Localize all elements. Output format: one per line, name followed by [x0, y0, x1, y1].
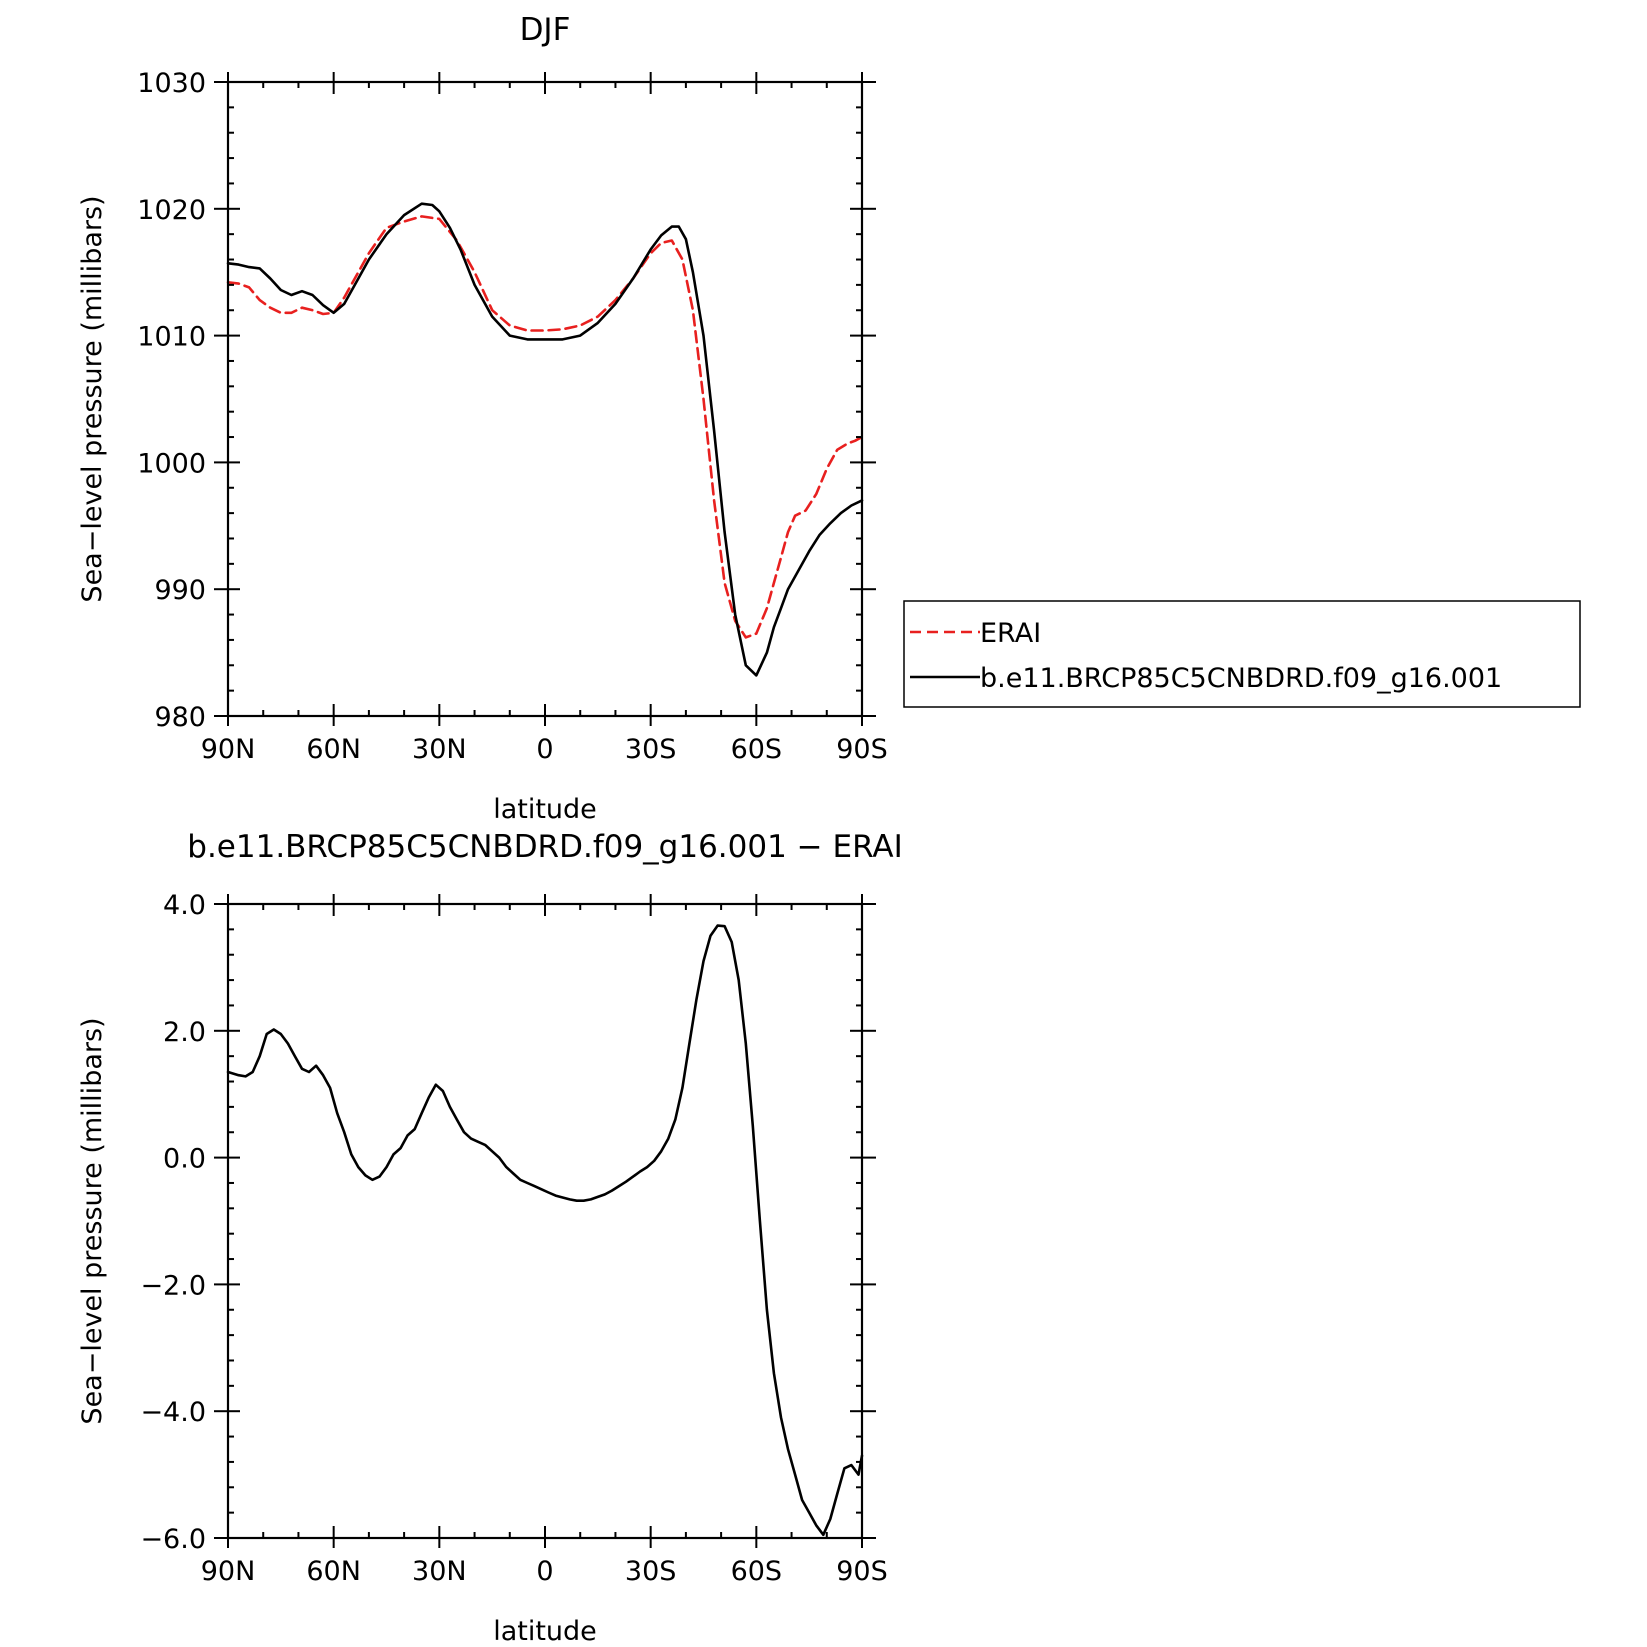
top-chart-series-1-line	[226, 202, 864, 677]
top-chart-y-tick-label: 1020	[137, 195, 206, 226]
bottom-chart-series-layer	[226, 924, 864, 1537]
bottom-chart-x-tick-label: 90S	[836, 1556, 888, 1587]
top-chart-y-tick-label: 990	[154, 575, 206, 606]
top-chart-x-axis-label: latitude	[493, 794, 597, 825]
bottom-chart-x-axis-label: latitude	[493, 1616, 597, 1647]
legend-model-label: b.e11.BRCP85C5CNBDRD.f09_g16.001	[980, 663, 1502, 694]
bottom-chart-x-tick-label: 60N	[306, 1556, 361, 1587]
bottom-chart-y-tick-label: −2.0	[140, 1270, 206, 1301]
legend: ERAI b.e11.BRCP85C5CNBDRD.f09_g16.001	[903, 600, 1581, 708]
top-chart-ticks	[214, 72, 876, 726]
top-chart-x-tick-label: 30S	[625, 734, 677, 765]
top-chart-series-0-line	[226, 215, 864, 639]
top-chart-series-layer	[226, 202, 864, 677]
top-chart-x-tick-label: 90N	[201, 734, 256, 765]
top-chart-x-tick-labels: 90N 60N 30N 0 30S 60S 90S	[201, 734, 888, 765]
bottom-chart-y-tick-labels: −6.0 −4.0 −2.0 0.0 2.0 4.0	[140, 890, 206, 1555]
bottom-chart-y-tick-label: −6.0	[140, 1524, 206, 1555]
bottom-chart-y-tick-label: 0.0	[163, 1144, 206, 1175]
top-chart-x-tick-label: 30N	[412, 734, 467, 765]
top-chart-x-tick-label: 0	[536, 734, 553, 765]
bottom-chart-series-0-line	[226, 924, 864, 1537]
top-chart-frame	[226, 80, 864, 718]
bottom-chart-x-tick-label: 30S	[625, 1556, 677, 1587]
top-chart-x-tick-label: 60N	[306, 734, 361, 765]
top-chart-y-tick-label: 1030	[137, 68, 206, 99]
bottom-chart-x-tick-label: 0	[536, 1556, 553, 1587]
top-chart: DJF 90N 60N 30N 0 30S 60S 90S 980 990 1000 1010 10…	[77, 12, 888, 825]
bottom-chart-x-tick-label: 30N	[412, 1556, 467, 1587]
legend-erai-label: ERAI	[980, 618, 1041, 649]
bottom-chart-x-tick-label: 90N	[201, 1556, 256, 1587]
bottom-chart-y-tick-label: 4.0	[163, 890, 206, 921]
bottom-chart: b.e11.BRCP85C5CNBDRD.f09_g16.001 − ERAI …	[77, 829, 903, 1647]
top-chart-x-tick-label: 60S	[731, 734, 783, 765]
legend-box	[903, 600, 1581, 708]
top-chart-y-tick-labels: 980 990 1000 1010 1020 1030	[137, 68, 206, 733]
bottom-chart-frame	[226, 902, 864, 1540]
top-chart-title: DJF	[520, 12, 571, 48]
bottom-chart-y-tick-label: 2.0	[163, 1017, 206, 1048]
bottom-chart-y-tick-label: −4.0	[140, 1397, 206, 1428]
top-chart-x-tick-label: 90S	[836, 734, 888, 765]
bottom-chart-ticks	[214, 894, 876, 1548]
bottom-chart-y-axis-label: Sea−level pressure (millibars)	[77, 1017, 108, 1424]
top-chart-y-tick-label: 980	[154, 702, 206, 733]
bottom-chart-title: b.e11.BRCP85C5CNBDRD.f09_g16.001 − ERAI	[187, 829, 902, 865]
top-chart-y-axis-label: Sea−level pressure (millibars)	[77, 195, 108, 602]
bottom-chart-x-tick-label: 60S	[731, 1556, 783, 1587]
top-chart-y-tick-label: 1010	[137, 322, 206, 353]
top-chart-y-tick-label: 1000	[137, 448, 206, 479]
bottom-chart-x-tick-labels: 90N 60N 30N 0 30S 60S 90S	[201, 1556, 888, 1587]
